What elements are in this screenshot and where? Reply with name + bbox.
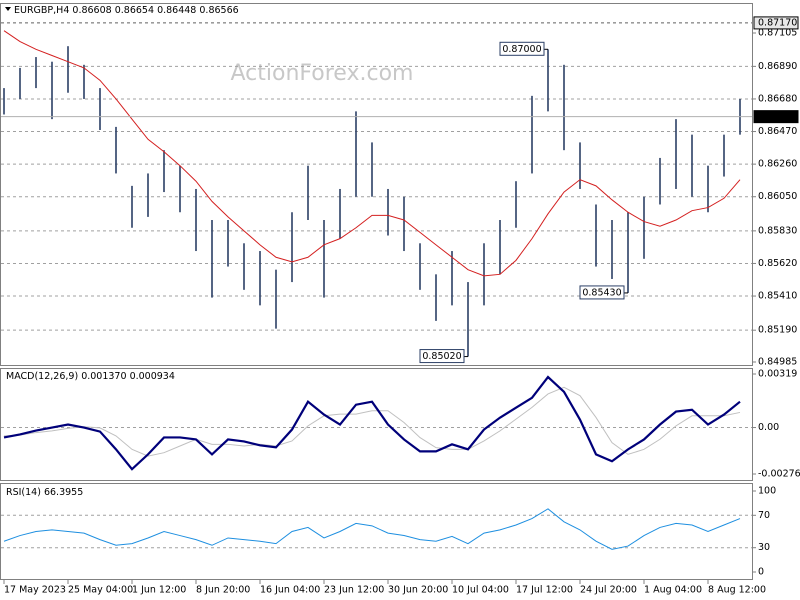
macd-header: MACD(12,26,9) 0.001370 0.000934 [6, 371, 175, 382]
x-tick-label: 25 May 04:00 [68, 585, 133, 596]
y-tick-label: 30 [758, 542, 770, 553]
y-tick-label: 0.00 [758, 422, 779, 433]
y-tick-label: 0.85190 [758, 325, 797, 336]
x-tick-label: 10 Jul 04:00 [452, 585, 509, 596]
watermark: ActionForex.com [231, 61, 414, 86]
open: 0.86608 [72, 5, 111, 16]
price-panel [0, 3, 753, 366]
close: 0.86566 [199, 5, 238, 16]
y-tick-label: 0.84985 [758, 357, 797, 368]
annotation-box [499, 41, 545, 56]
level-label: 0.86566 [758, 111, 797, 122]
level-box [753, 110, 799, 124]
rsi-value: 66.3955 [44, 487, 83, 498]
y-tick-label: 0.85620 [758, 258, 797, 269]
y-tick-label: 0.86050 [758, 191, 797, 202]
annotation-box [419, 349, 465, 364]
y-tick-label: 0 [758, 567, 764, 578]
y-tick-label: 0.86470 [758, 126, 797, 137]
rsi-header: RSI(14) 66.3955 [6, 487, 83, 498]
annotation-box [579, 285, 625, 300]
y-tick-label: 70 [758, 510, 770, 521]
annotation-label: 0.85020 [422, 351, 461, 362]
x-tick-label: 17 May 2023 [4, 585, 66, 596]
x-tick-label: 1 Aug 04:00 [644, 585, 702, 596]
indicator-line [3, 30, 741, 277]
macd-panel [0, 368, 753, 481]
level-box [753, 16, 799, 30]
annotation-label: 0.87000 [502, 44, 541, 55]
y-tick-label: 0.86890 [758, 61, 797, 72]
macd-value: 0.001370 [81, 371, 126, 382]
level-label: 0.87170 [758, 17, 797, 28]
indicator: MACD(12,26,9) [6, 371, 78, 382]
x-tick-label: 30 Jun 20:00 [388, 585, 448, 596]
y-tick-label: -0.002769 [758, 469, 800, 480]
indicator-line [3, 508, 741, 550]
price-header: EURGBP,H4 0.86608 0.86654 0.86448 0.8656… [14, 5, 239, 16]
x-tick-label: 8 Aug 12:00 [708, 585, 766, 596]
rsi-panel [0, 483, 753, 580]
annotation-label: 0.85430 [582, 287, 621, 298]
x-tick-label: 8 Jun 20:00 [196, 585, 250, 596]
x-tick-label: 24 Jul 20:00 [580, 585, 637, 596]
y-tick-label: 0.85830 [758, 225, 797, 236]
x-tick-label: 17 Jul 12:00 [516, 585, 573, 596]
high: 0.86654 [115, 5, 154, 16]
indicator-line [3, 375, 741, 471]
y-tick-label: 100 [758, 486, 776, 497]
x-tick-label: 23 Jun 12:00 [324, 585, 384, 596]
y-tick-label: 0.85410 [758, 291, 797, 302]
symbol: EURGBP,H4 [14, 5, 69, 16]
indicator-line [3, 386, 741, 457]
signal-value: 0.000934 [130, 371, 175, 382]
symbol-icon [5, 7, 11, 11]
x-tick-label: 16 Jun 04:00 [260, 585, 320, 596]
y-tick-label: 0.86260 [758, 159, 797, 170]
y-tick-label: 0.87105 [758, 28, 797, 39]
low: 0.86448 [157, 5, 196, 16]
y-tick-label: 0.00319 [758, 369, 797, 380]
indicator: RSI(14) [6, 487, 41, 498]
x-tick-label: 1 Jun 12:00 [132, 585, 186, 596]
y-tick-label: 0.86680 [758, 93, 797, 104]
